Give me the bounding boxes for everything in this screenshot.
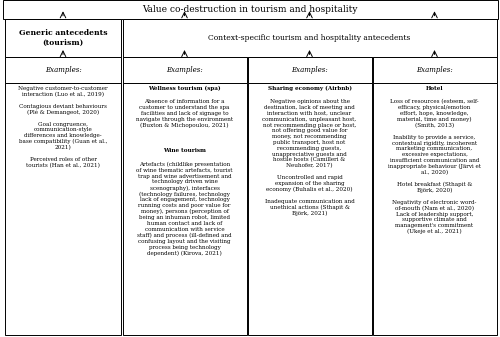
Text: Sharing economy (Airbnb): Sharing economy (Airbnb) (268, 86, 351, 91)
Text: Loss of resources (esteem, self-
efficacy, physical/emotion
effort, hope, knowle: Loss of resources (esteem, self- efficac… (388, 99, 481, 234)
Bar (122, 57, 246, 83)
Text: Artefacts (childlike presentation
of wine thematic artefacts, tourist
trap and w: Artefacts (childlike presentation of win… (136, 162, 233, 256)
Bar (248, 83, 372, 335)
Text: Hotel: Hotel (426, 86, 444, 91)
Text: Wellness tourism (spa): Wellness tourism (spa) (148, 86, 221, 91)
Text: Absence of information for a
customer to understand the spa
facilities and lack : Absence of information for a customer to… (136, 99, 233, 128)
Text: Context-specific tourism and hospitality antecedents: Context-specific tourism and hospitality… (208, 34, 410, 42)
Text: Wine tourism: Wine tourism (163, 148, 206, 153)
Text: Examples:: Examples: (416, 66, 453, 74)
Text: Examples:: Examples: (44, 66, 82, 74)
Bar (2, 0, 498, 19)
Bar (5, 83, 121, 335)
Text: Negative opinions about the
destination, lack of meeting and
interaction with ho: Negative opinions about the destination,… (262, 99, 356, 216)
Text: Generic antecedents
(tourism): Generic antecedents (tourism) (18, 29, 108, 47)
Text: Examples:: Examples: (291, 66, 328, 74)
Text: Examples:: Examples: (166, 66, 203, 74)
Bar (122, 19, 496, 57)
Bar (248, 57, 372, 83)
Bar (122, 83, 246, 335)
Bar (5, 19, 121, 57)
Text: Negative customer-to-customer
interaction (Luo et al., 2019)

Contagious deviant: Negative customer-to-customer interactio… (18, 86, 108, 168)
Bar (372, 83, 496, 335)
Text: Value co-destruction in tourism and hospitality: Value co-destruction in tourism and hosp… (142, 5, 358, 14)
Bar (5, 57, 121, 83)
Bar (372, 57, 496, 83)
